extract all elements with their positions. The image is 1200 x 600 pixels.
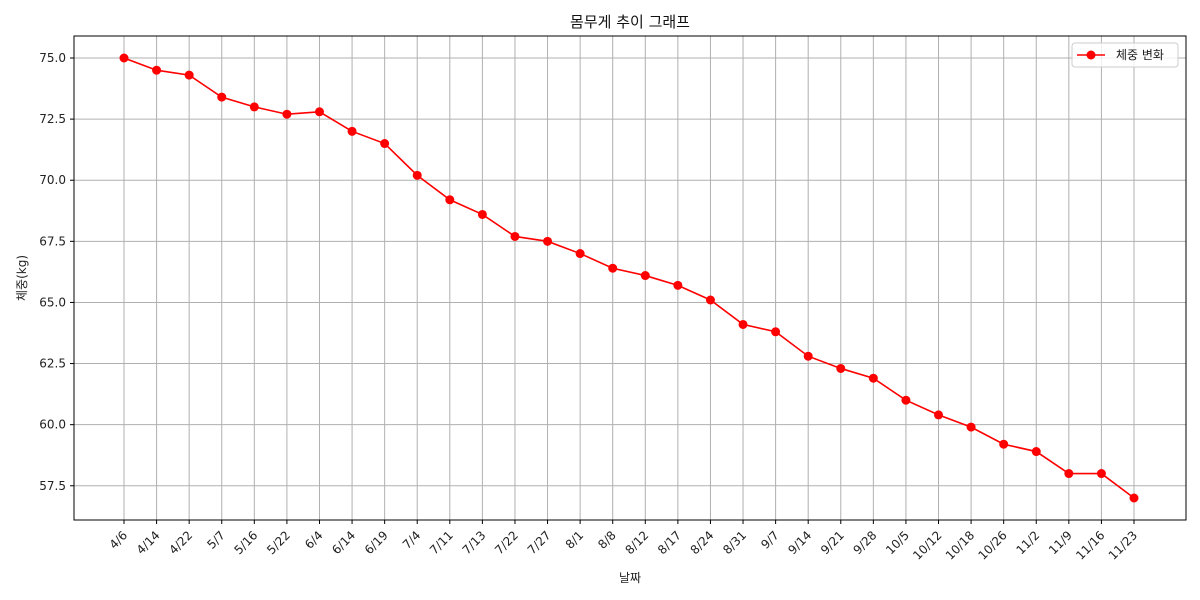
data-point bbox=[1096, 469, 1106, 479]
data-point bbox=[934, 410, 944, 420]
y-tick-label: 65.0 bbox=[39, 295, 66, 309]
y-tick-label: 67.5 bbox=[39, 234, 66, 248]
y-tick-label: 60.0 bbox=[39, 418, 66, 432]
chart-title: 몸무게 추이 그래프 bbox=[570, 13, 690, 31]
data-point bbox=[217, 92, 227, 102]
series-layer bbox=[119, 53, 1139, 503]
legend-box bbox=[1071, 42, 1179, 68]
data-point bbox=[1031, 447, 1041, 457]
data-point bbox=[282, 109, 292, 119]
data-point bbox=[836, 363, 846, 373]
data-point bbox=[152, 65, 162, 75]
legend-marker-swatch bbox=[1086, 50, 1096, 60]
data-point bbox=[119, 53, 129, 63]
data-point bbox=[575, 249, 585, 259]
data-point bbox=[380, 139, 390, 149]
legend-entry-label: 체중 변화 bbox=[1116, 48, 1164, 62]
plot-area-frame bbox=[73, 35, 1187, 521]
y-tick-label: 62.5 bbox=[39, 357, 66, 371]
data-point bbox=[184, 70, 194, 80]
data-point bbox=[901, 395, 911, 405]
y-tick-label: 57.5 bbox=[39, 479, 66, 493]
data-point bbox=[771, 327, 781, 337]
y-tick-label: 72.5 bbox=[39, 112, 66, 126]
data-point bbox=[477, 209, 487, 219]
data-point bbox=[1129, 493, 1139, 503]
data-point bbox=[445, 195, 455, 205]
data-point bbox=[249, 102, 259, 112]
data-point bbox=[543, 236, 553, 246]
y-axis-label: 체중(kg) bbox=[15, 255, 29, 301]
data-point bbox=[314, 107, 324, 117]
data-point bbox=[347, 126, 357, 136]
data-point bbox=[1064, 469, 1074, 479]
data-point bbox=[608, 263, 618, 273]
data-point bbox=[673, 280, 683, 290]
data-point bbox=[966, 422, 976, 432]
y-tick-label: 75.0 bbox=[39, 51, 66, 65]
y-tick-label: 70.0 bbox=[39, 173, 66, 187]
legend: 체중 변화 bbox=[1071, 42, 1179, 68]
series-line bbox=[123, 57, 1135, 499]
data-point bbox=[412, 170, 422, 180]
data-point bbox=[738, 319, 748, 329]
data-point bbox=[705, 295, 715, 305]
data-point bbox=[868, 373, 878, 383]
x-axis-label: 날짜 bbox=[619, 571, 641, 585]
data-point bbox=[999, 439, 1009, 449]
data-point bbox=[640, 271, 650, 281]
data-point bbox=[803, 351, 813, 361]
data-point bbox=[510, 231, 520, 241]
